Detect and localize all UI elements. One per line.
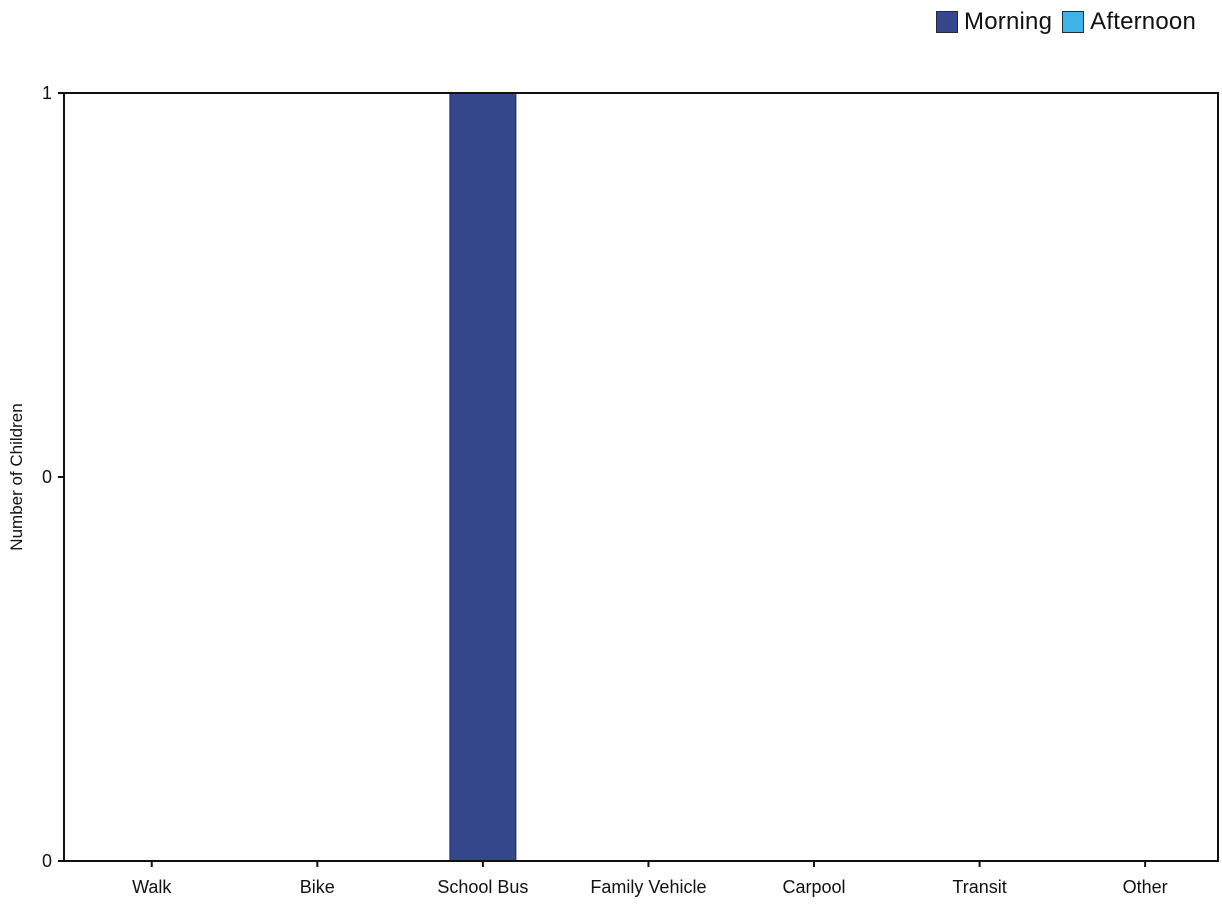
y-tick-label: 0 — [42, 851, 52, 871]
y-ticks-group: 0 0 1 — [42, 83, 64, 871]
legend-swatch-afternoon — [1062, 11, 1085, 33]
x-tick-label: Bike — [300, 877, 335, 897]
x-tick-label: Carpool — [782, 877, 845, 897]
plot-frame — [63, 92, 1219, 862]
bars-group — [449, 92, 517, 862]
legend-label-afternoon: Afternoon — [1090, 8, 1196, 35]
x-ticks-group: Walk Bike School Bus Family Vehicle Carpool T… — [132, 861, 1168, 897]
y-axis-title: Number of Children — [7, 403, 26, 550]
y-tick-label: 1 — [42, 83, 52, 103]
legend-swatch-morning — [936, 11, 959, 33]
x-tick-label: School Bus — [437, 877, 528, 897]
legend-item-afternoon: Afternoon — [1062, 8, 1196, 36]
x-tick-label: Transit — [952, 877, 1006, 897]
legend-label-morning: Morning — [964, 8, 1053, 35]
legend-item-morning: Morning — [936, 8, 1052, 36]
bar-morning-school-bus — [449, 92, 517, 862]
x-tick-label: Walk — [132, 877, 172, 897]
x-tick-label: Family Vehicle — [590, 877, 706, 897]
x-tick-label: Other — [1123, 877, 1168, 897]
y-tick-label: 0 — [42, 467, 52, 487]
legend: Morning Afternoon — [936, 8, 1196, 36]
